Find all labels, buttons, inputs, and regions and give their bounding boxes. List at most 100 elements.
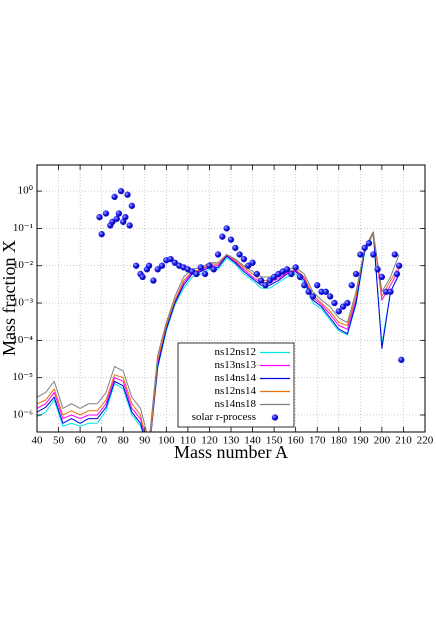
data-point bbox=[266, 277, 273, 284]
legend-label: ns14ns18 bbox=[214, 398, 256, 410]
data-point bbox=[139, 273, 146, 281]
series-line bbox=[37, 231, 400, 432]
data-point bbox=[357, 251, 364, 258]
data-point bbox=[283, 266, 291, 273]
data-point bbox=[117, 187, 125, 195]
data-point bbox=[245, 262, 252, 269]
data-point bbox=[352, 270, 360, 278]
data-point bbox=[122, 214, 129, 221]
data-point bbox=[331, 299, 338, 307]
data-point bbox=[232, 244, 239, 252]
x-tick-label: 90 bbox=[139, 435, 151, 447]
data-point bbox=[115, 210, 123, 217]
data-point bbox=[219, 233, 226, 240]
data-point bbox=[270, 273, 278, 281]
data-point bbox=[292, 264, 299, 271]
data-point bbox=[258, 277, 265, 284]
data-point bbox=[296, 273, 304, 281]
y-tick-label: 10⁻¹ bbox=[13, 222, 33, 234]
data-point bbox=[314, 282, 321, 289]
data-point bbox=[348, 282, 355, 289]
legend-label: ns12ns14 bbox=[214, 385, 256, 397]
data-point bbox=[223, 225, 230, 232]
data-point bbox=[236, 251, 243, 258]
legend: ns12ns12ns13ns13ns14ns14ns12ns14ns14ns18… bbox=[177, 342, 295, 428]
x-tick-label: 50 bbox=[53, 435, 65, 447]
series-line bbox=[37, 231, 400, 432]
data-point bbox=[339, 303, 347, 310]
x-tick-label: 110 bbox=[180, 435, 197, 447]
data-point bbox=[374, 266, 381, 273]
data-point bbox=[193, 270, 200, 278]
x-tick-label: 140 bbox=[244, 435, 261, 447]
legend-marker bbox=[271, 414, 279, 421]
data-point bbox=[301, 282, 308, 289]
x-tick-label: 70 bbox=[96, 435, 108, 447]
data-point bbox=[126, 222, 133, 229]
data-point bbox=[197, 264, 204, 271]
data-point bbox=[102, 210, 110, 217]
x-tick-label: 60 bbox=[75, 435, 87, 447]
data-point bbox=[387, 288, 394, 295]
data-point bbox=[145, 262, 153, 269]
data-point bbox=[109, 218, 116, 225]
data-point bbox=[154, 266, 161, 273]
legend-label: ns12ns12 bbox=[214, 346, 256, 358]
data-point bbox=[206, 262, 213, 269]
data-point bbox=[262, 282, 269, 289]
data-point bbox=[167, 255, 174, 263]
data-point bbox=[327, 293, 334, 300]
data-point bbox=[398, 356, 405, 364]
data-point bbox=[361, 244, 368, 252]
data-point bbox=[113, 215, 120, 223]
data-point bbox=[111, 193, 118, 201]
data-point bbox=[344, 299, 351, 307]
data-point bbox=[365, 240, 373, 247]
x-tick-label: 100 bbox=[158, 435, 175, 447]
data-point bbox=[322, 288, 329, 295]
data-point bbox=[214, 251, 222, 258]
data-point bbox=[171, 259, 179, 266]
series-line bbox=[37, 231, 400, 432]
x-tick-label: 180 bbox=[331, 435, 348, 447]
x-tick-label: 220 bbox=[417, 435, 434, 447]
series-line bbox=[37, 233, 400, 432]
y-tick-label: 10⁻⁴ bbox=[12, 334, 33, 346]
data-point bbox=[201, 270, 209, 278]
y-tick-label: 10⁻⁵ bbox=[12, 371, 33, 383]
data-point bbox=[253, 270, 261, 278]
data-point bbox=[240, 255, 248, 263]
data-point bbox=[391, 251, 398, 258]
y-tick-label: 10⁻² bbox=[13, 259, 34, 271]
y-tick-label: 10⁻⁶ bbox=[12, 409, 33, 421]
data-point bbox=[210, 266, 217, 273]
data-point bbox=[309, 293, 317, 300]
data-point bbox=[395, 262, 403, 269]
y-tick-label: 10⁻³ bbox=[13, 297, 34, 309]
series-line bbox=[37, 233, 400, 432]
data-point bbox=[249, 259, 256, 266]
data-point bbox=[128, 202, 135, 210]
data-point bbox=[124, 191, 131, 198]
data-point bbox=[288, 270, 295, 278]
plot-area bbox=[37, 187, 405, 432]
axes: 40 50 60 70 80 90 100 110 120 130 140 150 160 170 180 1… bbox=[12, 165, 434, 447]
x-tick-label: 200 bbox=[374, 435, 391, 447]
data-point bbox=[378, 273, 386, 281]
legend-box bbox=[177, 342, 295, 428]
x-tick-label: 170 bbox=[309, 435, 326, 447]
data-point bbox=[98, 231, 105, 238]
legend-label: ns13ns13 bbox=[214, 359, 256, 371]
data-point bbox=[133, 262, 140, 269]
y-tick-label: 10⁰ bbox=[18, 185, 34, 197]
data-point bbox=[370, 251, 377, 258]
data-point bbox=[150, 277, 157, 284]
y-axis-label: Mass fraction X bbox=[0, 240, 19, 356]
x-tick-label: 120 bbox=[201, 435, 218, 447]
x-tick-label: 130 bbox=[223, 435, 240, 447]
x-tick-label: 40 bbox=[32, 435, 44, 447]
x-tick-label: 190 bbox=[352, 435, 369, 447]
data-point bbox=[227, 236, 235, 243]
data-point bbox=[335, 308, 342, 315]
